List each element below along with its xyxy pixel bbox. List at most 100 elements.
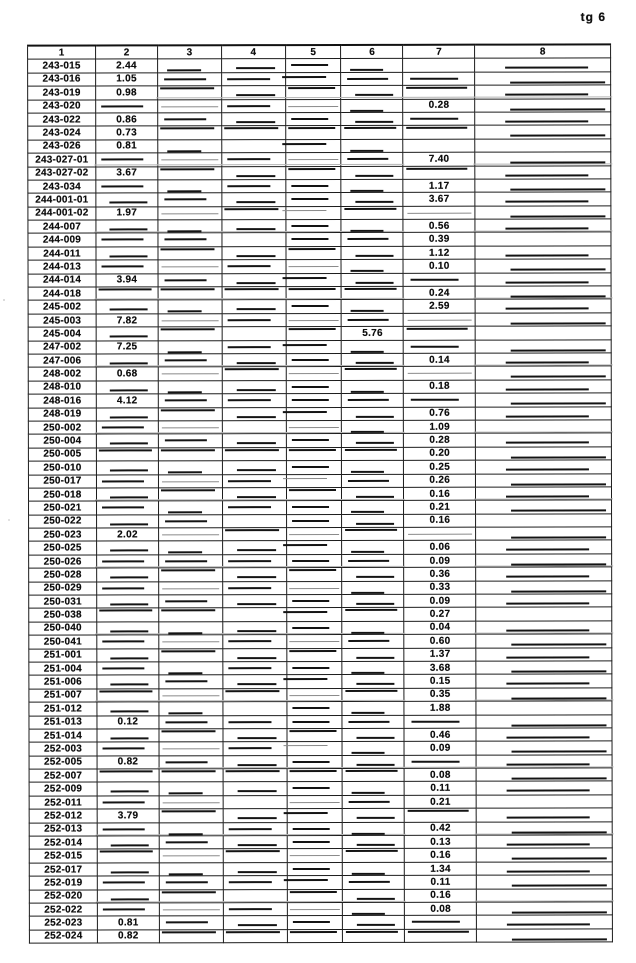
cell-empty — [159, 929, 224, 944]
cell-value: 0.20 — [403, 446, 476, 461]
cell-empty — [159, 875, 224, 890]
cell-empty — [157, 246, 222, 261]
cell-value: 0.09 — [404, 741, 477, 756]
table-row: 252-003 0.09 — [29, 741, 613, 756]
row-code: 250-004 — [28, 434, 97, 448]
cell-value: 7.25 — [96, 340, 159, 354]
cell-empty — [476, 794, 613, 809]
cell-empty — [222, 527, 287, 542]
cell-empty — [475, 393, 612, 407]
cell-empty — [159, 849, 223, 863]
cell-empty — [475, 580, 612, 595]
row-code: 245-004 — [28, 327, 97, 341]
cell-empty — [222, 581, 287, 595]
cell-empty — [96, 608, 159, 622]
cell-empty — [222, 822, 287, 836]
row-code: 252-009 — [29, 782, 98, 796]
cell-empty — [159, 916, 224, 930]
table-row: 250-010 0.25 — [28, 459, 612, 475]
table-row: 252-009 0.11 — [29, 781, 613, 796]
cell-empty — [221, 206, 286, 220]
cell-empty — [157, 139, 222, 153]
cell-empty — [158, 715, 223, 729]
table-row: 248-010 0.18 — [28, 379, 612, 395]
cell-empty — [96, 675, 159, 689]
cell-value: 3.67 — [95, 166, 158, 180]
table-row: 250-031 0.09 — [28, 593, 612, 609]
cell-empty — [222, 674, 287, 689]
cell-empty — [157, 219, 222, 234]
cell-empty — [475, 419, 612, 434]
cell-value: 1.05 — [95, 72, 158, 87]
table-row: 250-040 0.04 — [28, 620, 612, 636]
row-code: 252-014 — [29, 836, 98, 850]
cell-empty — [222, 808, 287, 823]
cell-empty — [342, 795, 405, 809]
cell-empty — [475, 473, 612, 488]
column-header: 1 — [27, 45, 96, 60]
cell-empty — [95, 179, 158, 194]
cell-empty — [222, 433, 286, 448]
cell-empty — [95, 246, 158, 261]
cell-value: 0.28 — [403, 433, 476, 448]
cell-empty — [222, 688, 287, 702]
row-code: 250-041 — [28, 635, 97, 649]
table-row: 251-007 0.35 — [28, 687, 612, 703]
table-row: 252-005 0.82 — [29, 754, 613, 770]
cell-empty — [96, 541, 159, 555]
cell-empty — [286, 648, 343, 662]
cell-empty — [475, 500, 612, 514]
cell-empty — [157, 233, 222, 247]
table-row: 244-014 3.94 — [28, 272, 612, 288]
cell-empty — [285, 366, 342, 381]
table-row: 248-002 0.68 — [28, 366, 612, 381]
cell-empty — [95, 260, 158, 274]
cell-value: 0.60 — [404, 634, 477, 648]
cell-empty — [96, 460, 159, 475]
cell-empty — [475, 459, 612, 474]
cell-empty — [342, 915, 405, 930]
column-header: 8 — [474, 44, 611, 59]
cell-value: 3.79 — [97, 809, 160, 823]
cell-empty — [475, 593, 612, 608]
cell-empty — [341, 406, 404, 421]
cell-empty — [221, 233, 286, 247]
cell-empty — [341, 192, 404, 207]
cell-empty — [285, 353, 342, 367]
cell-empty — [402, 71, 475, 86]
table-row: 252-017 1.34 — [29, 861, 613, 877]
cell-empty — [159, 835, 223, 850]
cell-empty — [158, 326, 222, 341]
table-row: 251-013 0.12 — [28, 714, 612, 730]
cell-empty — [341, 393, 404, 408]
cell-empty — [285, 165, 342, 180]
cell-empty — [96, 635, 159, 649]
cell-empty — [158, 420, 223, 435]
cell-empty — [475, 567, 612, 581]
cell-empty — [96, 501, 159, 515]
cell-empty — [341, 299, 404, 314]
cell-empty — [285, 232, 342, 247]
table-row: 252-015 0.16 — [29, 848, 613, 863]
cell-empty — [342, 821, 405, 836]
row-code: 251-013 — [28, 715, 97, 730]
cell-empty — [286, 714, 343, 729]
row-code: 243-015 — [27, 59, 96, 73]
cell-empty — [97, 822, 160, 837]
cell-value: 0.08 — [404, 902, 477, 916]
cell-empty — [221, 166, 286, 180]
cell-empty — [158, 500, 223, 515]
cell-empty — [95, 233, 158, 247]
cell-empty — [403, 138, 476, 153]
cell-empty — [158, 648, 223, 662]
cell-empty — [285, 273, 342, 287]
cell-empty — [158, 514, 223, 528]
cell-empty — [341, 98, 404, 113]
row-code: 250-018 — [28, 487, 97, 502]
table-row: 251-014 0.46 — [28, 727, 613, 743]
cell-empty — [285, 58, 342, 73]
cell-empty — [286, 848, 343, 863]
cell-empty — [157, 179, 222, 194]
cell-empty — [285, 380, 342, 394]
cell-empty — [286, 808, 343, 823]
